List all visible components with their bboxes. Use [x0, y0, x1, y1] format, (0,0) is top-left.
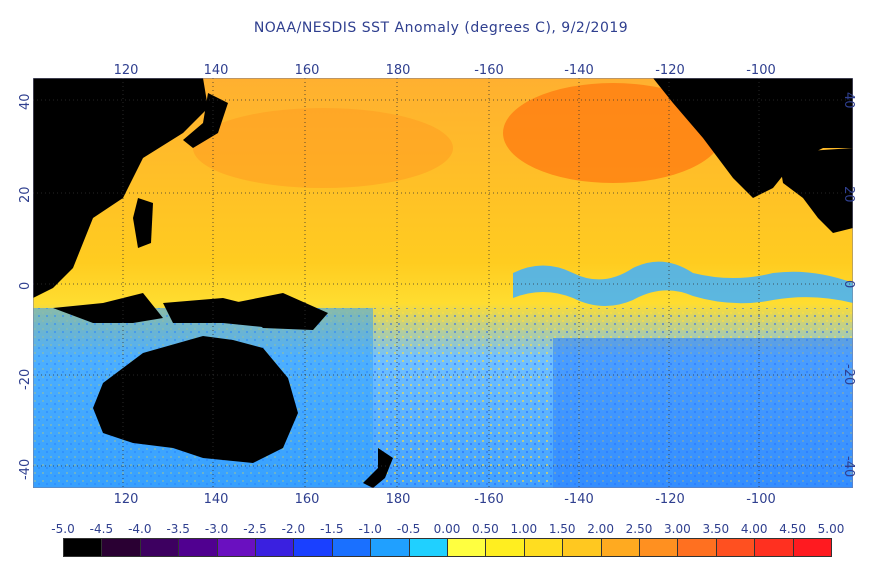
- warm-anomaly-nw-pacific: [193, 108, 453, 188]
- colorbar-tick-label: 4.00: [740, 522, 768, 536]
- lon-tick-top: 180: [385, 63, 411, 78]
- colorbar-swatch: [216, 538, 255, 557]
- lon-tick-top: -160: [474, 63, 504, 78]
- colorbar-tick-label: 1.00: [510, 522, 538, 536]
- lat-tick-left: 40: [18, 93, 33, 110]
- colorbar-tick-label: 0.00: [433, 522, 461, 536]
- colorbar-tick-label: -2.0: [281, 522, 306, 536]
- lon-tick-top: 160: [294, 63, 320, 78]
- colorbar-tick-label: -1.0: [358, 522, 382, 536]
- lon-tick-top: -120: [655, 63, 685, 78]
- colorbar-swatch: [639, 538, 678, 557]
- colorbar-swatch: [792, 538, 832, 557]
- colorbar-tick-label: 2.50: [625, 522, 653, 536]
- equatorial-cool-tongue: [513, 261, 853, 307]
- colorbar-swatch: [447, 538, 486, 557]
- land-north-america: [653, 78, 853, 198]
- colorbar-swatch: [139, 538, 179, 557]
- land-new-zealand: [363, 448, 393, 488]
- colorbar-tick-label: -4.0: [128, 522, 152, 536]
- lon-tick-bottom: 160: [294, 492, 320, 507]
- colorbar-tick-label: -1.5: [320, 522, 344, 536]
- graticule: [33, 78, 853, 488]
- colorbar-swatch: [754, 538, 793, 557]
- lon-tick-top: 140: [203, 63, 229, 78]
- lat-tick-left: 0: [18, 281, 33, 290]
- colorbar-tick-label: 4.50: [779, 522, 806, 536]
- colorbar-swatch: [523, 538, 563, 557]
- land-asia: [33, 78, 208, 298]
- colorbar-swatch: [562, 538, 601, 557]
- lat-tick-right: 20: [841, 186, 856, 203]
- colorbar-tick-label: 5.00: [817, 522, 845, 536]
- colorbar-tick-label: 3.00: [664, 522, 691, 536]
- lon-tick-top: -100: [746, 63, 776, 78]
- land-indonesia: [53, 293, 283, 328]
- colorbar-swatch: [293, 538, 332, 557]
- lat-tick-left: -40: [18, 458, 33, 480]
- map-title: NOAA/NESDIS SST Anomaly (degrees C), 9/2…: [253, 20, 629, 36]
- warm-anomaly-ne-pacific: [503, 83, 723, 183]
- colorbar-tick-label: 0.50: [472, 522, 499, 536]
- se-pacific-cool: [553, 338, 853, 488]
- lat-tick-right: 0: [841, 280, 856, 289]
- colorbar-swatch: [408, 538, 447, 557]
- lon-tick-bottom: -100: [746, 492, 776, 507]
- colorbar-tick-label: -4.5: [89, 522, 114, 536]
- colorbar-swatch: [101, 538, 140, 557]
- colorbar-swatch: [677, 538, 716, 557]
- colorbar-swatch: [485, 538, 524, 557]
- lat-tick-right: -40: [841, 456, 856, 478]
- lon-tick-bottom: -140: [564, 492, 594, 507]
- land-australia: [93, 336, 298, 463]
- colorbar-swatch: [715, 538, 755, 557]
- land-philippines: [133, 198, 153, 248]
- lon-tick-top: -140: [564, 63, 594, 78]
- colorbar-swatch: [63, 538, 102, 557]
- land-japan: [183, 93, 228, 148]
- colorbar-swatch: [331, 538, 371, 557]
- lat-tick-right: 40: [841, 92, 856, 109]
- land-new-guinea: [233, 293, 328, 330]
- colorbar-swatch: [600, 538, 639, 557]
- sst-anomaly-map: [33, 78, 853, 488]
- lat-tick-left: 20: [18, 186, 33, 203]
- lon-tick-bottom: -160: [474, 492, 504, 507]
- colorbar-tick-label: 3.50: [702, 522, 730, 536]
- colorbar-tick-label: -3.5: [166, 522, 190, 536]
- colorbar-tick-label: -5.0: [51, 522, 75, 536]
- lon-tick-bottom: 180: [385, 492, 411, 507]
- colorbar-tick-label: 1.50: [548, 522, 576, 536]
- land-central-america: [778, 148, 853, 233]
- colorbar-tick-label: 2.00: [587, 522, 614, 536]
- lat-tick-right: -20: [841, 364, 856, 386]
- lon-tick-bottom: 140: [203, 492, 229, 507]
- colorbar-swatch: [255, 538, 294, 557]
- lon-tick-bottom: 120: [113, 492, 139, 507]
- colorbar-swatch: [178, 538, 217, 557]
- lon-tick-bottom: -120: [655, 492, 685, 507]
- lon-tick-top: 120: [113, 63, 139, 78]
- colorbar-tick-label: -3.0: [204, 522, 229, 536]
- lat-tick-left: -20: [18, 368, 33, 390]
- colorbar-tick-label: -2.5: [243, 522, 267, 536]
- colorbar-tick-label: -0.5: [396, 522, 421, 536]
- colorbar-swatch: [370, 538, 409, 557]
